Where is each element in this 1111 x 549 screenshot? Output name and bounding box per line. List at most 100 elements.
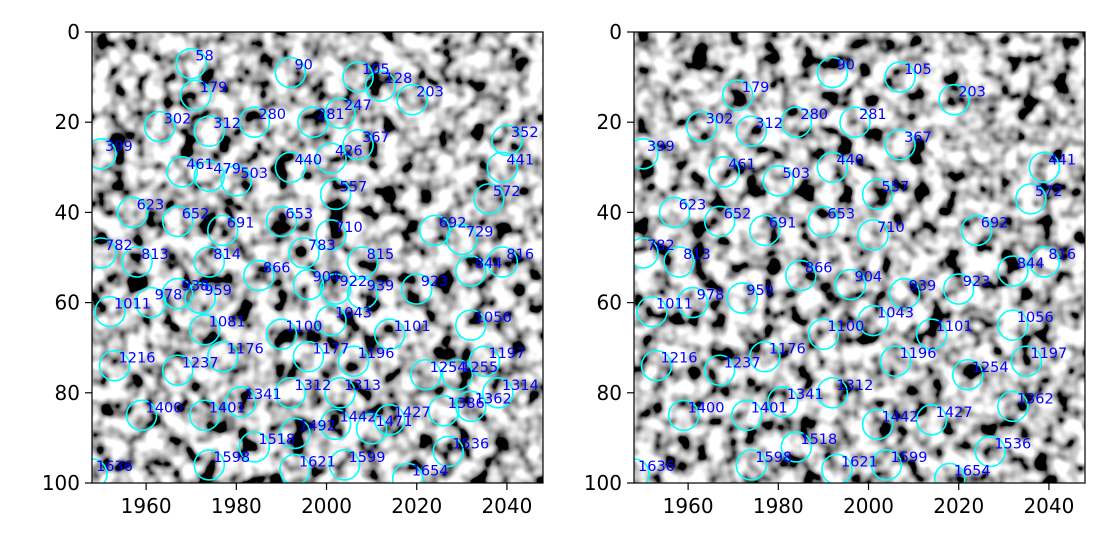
marker-58 [175,47,208,80]
marker-1599 [328,449,361,481]
marker-1621 [821,453,853,483]
point-label-1237: 1237 [182,355,219,371]
marker-1598 [193,449,226,481]
marker-923 [942,273,975,305]
y-tick-label: 100 [584,471,622,495]
point-label-783: 783 [308,238,336,254]
marker-652 [161,205,194,238]
point-label-1621: 1621 [299,454,336,470]
point-label-503: 503 [240,166,268,182]
point-label-1101: 1101 [394,319,431,335]
point-label-1100: 1100 [827,319,864,335]
marker-1400 [667,399,700,432]
point-label-815: 815 [367,247,395,263]
marker-312 [735,115,768,148]
point-label-1176: 1176 [227,342,264,358]
point-label-441: 441 [506,152,534,168]
point-label-1237: 1237 [724,355,761,371]
point-label-281: 281 [859,107,887,123]
point-label-1386: 1386 [448,396,485,412]
point-label-844: 844 [475,256,503,272]
marker-978 [676,286,709,319]
marker-710 [315,219,347,251]
point-label-1518: 1518 [800,432,837,448]
point-label-904: 904 [312,270,340,286]
point-label-105: 105 [904,62,932,78]
point-label-461: 461 [728,157,756,173]
point-label-281: 281 [317,107,345,123]
marker-441 [486,151,519,184]
x-tick-label: 1960 [663,494,714,518]
marker-1176 [206,340,239,373]
point-label-367: 367 [904,130,932,146]
marker-128 [364,70,397,102]
point-label-1599: 1599 [349,450,386,466]
right-axes-frame [633,31,1086,484]
point-label-1471: 1471 [376,414,413,430]
marker-816 [1028,246,1061,278]
marker-1536 [432,435,465,468]
marker-461 [708,156,741,188]
point-label-557: 557 [340,179,368,195]
point-label-179: 179 [742,80,770,96]
point-label-816: 816 [1048,247,1076,263]
point-label-978: 978 [155,288,183,304]
marker-710 [857,219,889,251]
marker-1442 [861,408,894,441]
marker-904 [834,268,867,301]
point-label-1401: 1401 [751,400,788,416]
point-label-691: 691 [769,215,797,231]
marker-280 [780,106,813,138]
marker-1197 [1010,345,1043,378]
right-panel: 90 105 179 203 280 281 302 312 367 399 440 441 461 50… [584,20,1086,518]
point-label-652: 652 [724,206,752,222]
marker-1100 [807,318,840,350]
x-tick-label: 1980 [211,494,262,518]
point-label-105: 105 [362,62,390,78]
marker-623 [658,196,691,229]
point-label-1043: 1043 [877,306,914,322]
marker-1401 [730,399,763,432]
point-label-1401: 1401 [209,400,246,416]
marker-1621 [279,453,311,483]
marker-399 [634,137,659,170]
marker-1341 [767,386,799,418]
point-label-939: 939 [367,279,395,295]
point-label-179: 179 [200,80,228,96]
y-tick-label: 80 [597,381,622,405]
y-tick-label: 100 [42,471,80,495]
point-label-1492: 1492 [299,418,336,434]
x-tick-label: 2000 [301,494,352,518]
point-label-923: 923 [421,274,449,290]
marker-815 [346,246,379,278]
marker-1081 [188,313,221,346]
point-label-623: 623 [679,197,707,213]
y-tick-label: 60 [597,291,622,315]
point-label-461: 461 [186,157,214,173]
marker-1056 [997,309,1029,341]
point-label-1400: 1400 [688,400,725,416]
point-label-399: 399 [105,139,133,155]
marker-557 [861,178,894,211]
point-label-939: 939 [909,279,937,295]
marker-1216 [98,349,131,382]
marker-813 [121,246,153,278]
marker-844 [455,255,487,287]
point-label-90: 90 [836,58,854,74]
point-label-1341: 1341 [245,387,282,403]
point-label-1216: 1216 [119,351,156,367]
point-label-247: 247 [344,98,372,114]
marker-1011 [636,295,668,328]
marker-280 [238,106,271,138]
marker-814 [193,246,226,278]
point-label-1056: 1056 [1017,310,1054,326]
marker-1518 [238,431,271,463]
marker-1598 [735,449,768,481]
point-label-1654: 1654 [412,463,449,479]
left-axes-frame [91,31,544,484]
point-label-813: 813 [141,247,169,263]
marker-1056 [455,309,487,341]
marker-1043 [857,304,889,337]
